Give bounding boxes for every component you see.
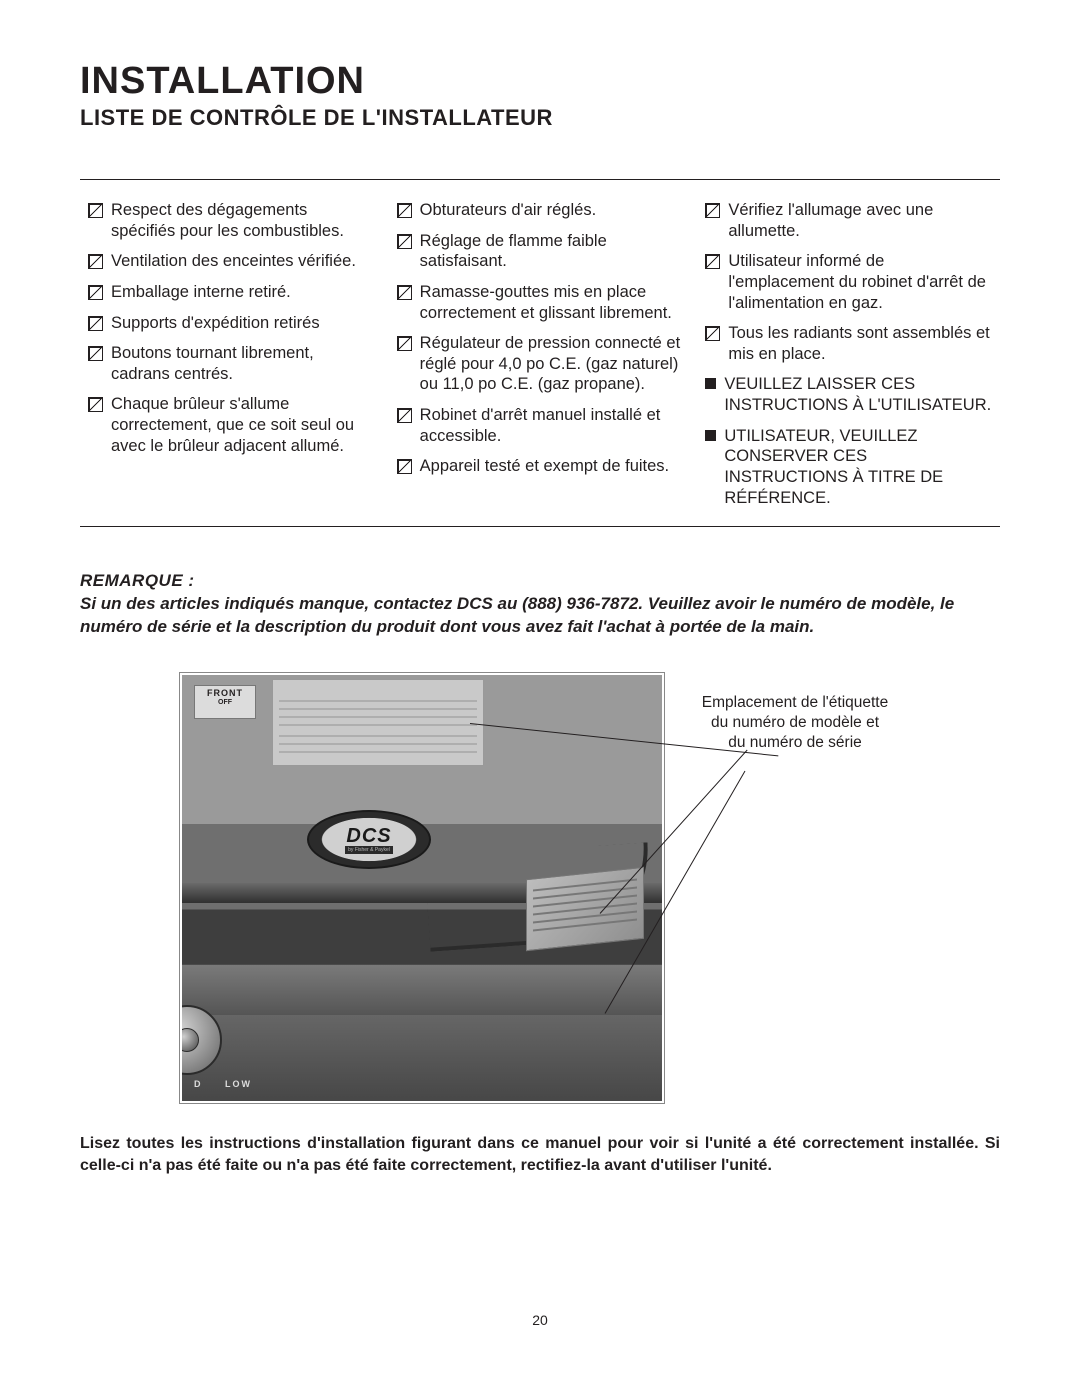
- checklist-text: Réglage de flamme faible satisfaisant.: [420, 231, 684, 272]
- checklist-col-2: Obturateurs d'air réglés. Réglage de fla…: [397, 190, 684, 508]
- checklist-item: Régulateur de pression connecté et réglé…: [397, 333, 684, 395]
- checklist-item: Ventilation des enceintes vérifiée.: [88, 251, 375, 272]
- checkbox-icon: [705, 254, 720, 269]
- checkbox-icon: [397, 408, 412, 423]
- dcs-badge: DCS by Fisher & Paykel: [307, 810, 431, 869]
- page-number: 20: [80, 1312, 1000, 1328]
- fp-subtext: by Fisher & Paykel: [345, 846, 393, 854]
- checklist-text: UTILISATEUR, VEUILLEZ CONSERVER CES INST…: [724, 426, 992, 509]
- checklist-item: Respect des dégagements spécifiés pour l…: [88, 200, 375, 241]
- checklist-text: Obturateurs d'air réglés.: [420, 200, 596, 221]
- label-sticker-top: [272, 679, 484, 766]
- remarque-body: Si un des articles indiqués manque, cont…: [80, 593, 1000, 639]
- square-bullet-icon: [705, 378, 716, 389]
- page-subtitle: LISTE DE CONTRÔLE DE L'INSTALLATEUR: [80, 105, 1000, 131]
- checklist-text: Ramasse-gouttes mis en place correctemen…: [420, 282, 684, 323]
- panel-strip: [182, 965, 662, 1015]
- checklist-item: Obturateurs d'air réglés.: [397, 200, 684, 221]
- checklist-text: Robinet d'arrêt manuel installé et acces…: [420, 405, 684, 446]
- panel-strip: [182, 1015, 662, 1101]
- checklist-item: Réglage de flamme faible satisfaisant.: [397, 231, 684, 272]
- checklist-text: Ventilation des enceintes vérifiée.: [111, 251, 356, 272]
- checklist-bullet: UTILISATEUR, VEUILLEZ CONSERVER CES INST…: [705, 426, 992, 509]
- checklist-item: Vérifiez l'allumage avec une allumette.: [705, 200, 992, 241]
- page-content: INSTALLATION LISTE DE CONTRÔLE DE L'INST…: [80, 60, 1000, 1178]
- checklist-item: Emballage interne retiré.: [88, 282, 375, 303]
- checklist-text: Régulateur de pression connecté et réglé…: [420, 333, 684, 395]
- caption-line: du numéro de modèle et: [690, 713, 900, 733]
- label-sticker-side: [526, 867, 644, 951]
- checkbox-icon: [88, 203, 103, 218]
- checklist-bullet: VEUILLEZ LAISSER CES INSTRUCTIONS À L'UT…: [705, 374, 992, 415]
- remarque-title: REMARQUE :: [80, 571, 1000, 591]
- checklist-text: Vérifiez l'allumage avec une allumette.: [728, 200, 992, 241]
- off-text: OFF: [195, 699, 255, 706]
- remarque-block: REMARQUE : Si un des articles indiqués m…: [80, 571, 1000, 639]
- checklist-item: Robinet d'arrêt manuel installé et acces…: [397, 405, 684, 446]
- checkbox-icon: [397, 459, 412, 474]
- checklist-text: Respect des dégagements spécifiés pour l…: [111, 200, 375, 241]
- checklist-item: Appareil testé et exempt de fuites.: [397, 456, 684, 477]
- checkbox-icon: [705, 326, 720, 341]
- checkbox-icon: [88, 397, 103, 412]
- checklist-text: Boutons tournant librement, cadrans cent…: [111, 343, 375, 384]
- page-title: INSTALLATION: [80, 60, 1000, 103]
- dcs-logo-text: DCS: [346, 825, 391, 848]
- caption-line: Emplacement de l'étiquette: [690, 693, 900, 713]
- checklist-box: Respect des dégagements spécifiés pour l…: [80, 179, 1000, 527]
- checklist-text: Utilisateur informé de l'emplacement du …: [728, 251, 992, 313]
- dial-label: D LOW: [194, 1079, 252, 1089]
- front-text: FRONT: [207, 688, 243, 698]
- checklist-text: Appareil testé et exempt de fuites.: [420, 456, 669, 477]
- front-label: FRONT OFF: [194, 685, 256, 719]
- checkbox-icon: [397, 234, 412, 249]
- figure-wrap: FRONT OFF DCS by Fisher & Paykel D LOW E…: [80, 673, 1000, 1099]
- checkbox-icon: [397, 203, 412, 218]
- checkbox-icon: [397, 336, 412, 351]
- checklist-item: Supports d'expédition retirés: [88, 313, 375, 334]
- checklist-col-1: Respect des dégagements spécifiés pour l…: [88, 190, 375, 508]
- checklist-text: Supports d'expédition retirés: [111, 313, 320, 334]
- square-bullet-icon: [705, 430, 716, 441]
- checklist-item: Tous les radiants sont assemblés et mis …: [705, 323, 992, 364]
- checklist-item: Chaque brûleur s'allume correctement, qu…: [88, 394, 375, 456]
- figure: FRONT OFF DCS by Fisher & Paykel D LOW E…: [180, 673, 900, 1099]
- footnote: Lisez toutes les instructions d'installa…: [80, 1133, 1000, 1178]
- checkbox-icon: [88, 316, 103, 331]
- checkbox-icon: [88, 254, 103, 269]
- checklist-item: Utilisateur informé de l'emplacement du …: [705, 251, 992, 313]
- checkbox-icon: [705, 203, 720, 218]
- product-photo: FRONT OFF DCS by Fisher & Paykel D LOW: [180, 673, 664, 1103]
- checklist-text: Emballage interne retiré.: [111, 282, 291, 303]
- checklist-text: Chaque brûleur s'allume correctement, qu…: [111, 394, 375, 456]
- checkbox-icon: [88, 346, 103, 361]
- checklist-text: VEUILLEZ LAISSER CES INSTRUCTIONS À L'UT…: [724, 374, 992, 415]
- checkbox-icon: [397, 285, 412, 300]
- figure-caption: Emplacement de l'étiquette du numéro de …: [690, 693, 900, 753]
- checkbox-icon: [88, 285, 103, 300]
- checklist-col-3: Vérifiez l'allumage avec une allumette. …: [705, 190, 992, 508]
- checklist-item: Boutons tournant librement, cadrans cent…: [88, 343, 375, 384]
- checklist-item: Ramasse-gouttes mis en place correctemen…: [397, 282, 684, 323]
- checklist-text: Tous les radiants sont assemblés et mis …: [728, 323, 992, 364]
